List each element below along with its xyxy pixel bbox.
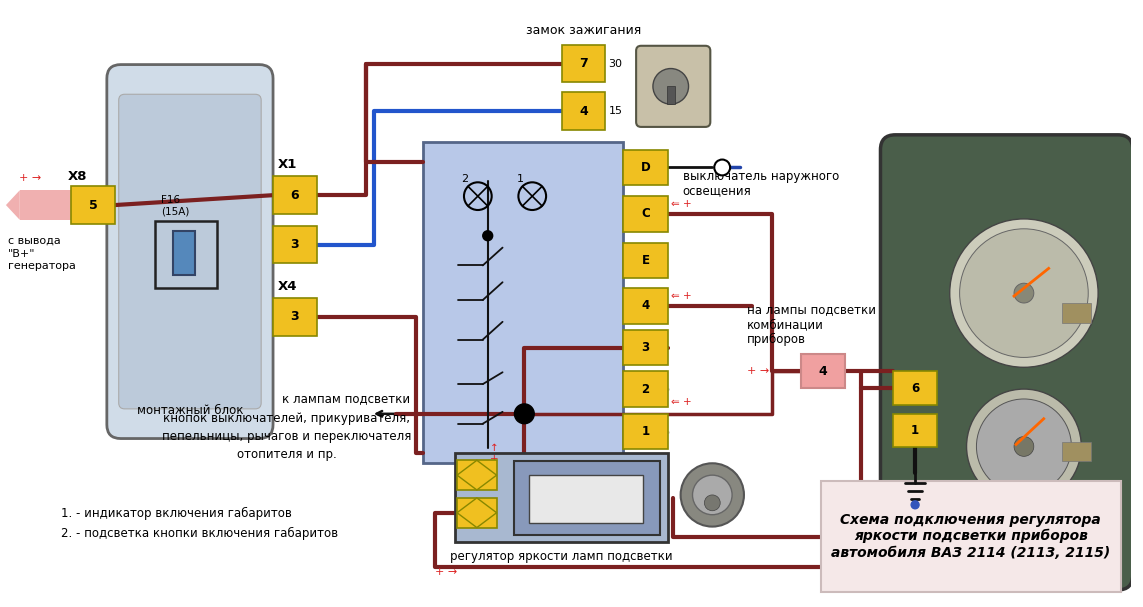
Bar — [1062, 303, 1092, 323]
Bar — [273, 298, 317, 336]
Text: приборов: приборов — [746, 333, 806, 346]
Text: Схема подключения регулятора
яркости подсветки приборов
автомобиля ВАЗ 2114 (211: Схема подключения регулятора яркости под… — [831, 513, 1110, 560]
Text: с вывода: с вывода — [8, 236, 61, 246]
Bar — [71, 186, 114, 224]
Text: 3: 3 — [290, 238, 299, 251]
Circle shape — [911, 501, 919, 509]
Bar — [455, 453, 668, 543]
Text: отопителя и пр.: отопителя и пр. — [237, 448, 337, 461]
Text: 2: 2 — [462, 174, 469, 185]
Text: X8: X8 — [67, 170, 87, 183]
Text: монтажный блок: монтажный блок — [137, 404, 243, 418]
Text: на лампы подсветки: на лампы подсветки — [746, 304, 876, 316]
Circle shape — [967, 389, 1081, 504]
Circle shape — [950, 219, 1098, 367]
Bar — [273, 226, 317, 263]
Text: 1. - индикатор включения габаритов: 1. - индикатор включения габаритов — [62, 507, 293, 520]
Text: 2. - подсветка кнопки включения габаритов: 2. - подсветка кнопки включения габарито… — [62, 527, 338, 540]
FancyBboxPatch shape — [106, 64, 273, 438]
Bar — [173, 231, 195, 276]
Text: F16
(15A): F16 (15A) — [161, 195, 190, 217]
Circle shape — [976, 399, 1071, 494]
Text: + →: + → — [435, 567, 457, 577]
Bar — [801, 354, 845, 388]
Text: 4: 4 — [641, 299, 649, 313]
Text: 4: 4 — [818, 365, 828, 378]
Circle shape — [653, 69, 688, 104]
Circle shape — [693, 475, 732, 515]
Bar — [623, 243, 668, 278]
Text: 5: 5 — [89, 198, 97, 212]
Text: 6: 6 — [290, 189, 299, 202]
Text: "В+": "В+" — [8, 248, 35, 259]
Bar — [821, 481, 1120, 592]
Text: выключатель наружного: выключатель наружного — [682, 170, 839, 183]
Text: 1: 1 — [641, 425, 649, 438]
Text: 3: 3 — [641, 341, 649, 354]
Bar — [562, 45, 606, 83]
Bar — [529, 475, 644, 523]
Bar — [623, 371, 668, 407]
Bar — [623, 330, 668, 365]
Text: ⇐ +: ⇐ + — [671, 397, 692, 407]
Polygon shape — [457, 498, 496, 527]
Text: D: D — [640, 161, 650, 174]
Bar — [666, 86, 674, 104]
Text: + →: + → — [746, 366, 769, 376]
Circle shape — [1014, 283, 1033, 303]
Text: E: E — [641, 254, 649, 267]
Text: кнопок выключателей, прикуривателя,: кнопок выключателей, прикуривателя, — [163, 412, 410, 426]
Bar — [423, 142, 623, 463]
Circle shape — [960, 229, 1088, 358]
Polygon shape — [6, 190, 19, 220]
Text: ⇐ +: ⇐ + — [671, 199, 692, 209]
Text: 30: 30 — [608, 59, 623, 69]
Bar — [623, 414, 668, 449]
Circle shape — [680, 463, 744, 527]
Circle shape — [714, 160, 730, 175]
Text: комбинации: комбинации — [746, 318, 824, 331]
Circle shape — [1014, 436, 1033, 456]
Text: + →: + → — [18, 174, 41, 183]
FancyBboxPatch shape — [119, 94, 261, 409]
Text: регулятор яркости ламп подсветки: регулятор яркости ламп подсветки — [450, 550, 673, 563]
Text: X1: X1 — [278, 158, 297, 171]
FancyBboxPatch shape — [637, 46, 710, 127]
Text: 15: 15 — [608, 106, 623, 116]
Text: генератора: генератора — [8, 262, 75, 271]
Polygon shape — [457, 460, 496, 490]
Text: 6: 6 — [911, 382, 919, 395]
Text: ⇐ +: ⇐ + — [671, 291, 692, 301]
Bar — [623, 150, 668, 185]
Bar — [155, 221, 217, 288]
Text: 1: 1 — [517, 174, 523, 185]
Text: 3: 3 — [290, 310, 299, 324]
Bar — [457, 460, 496, 490]
Text: замок зажигания: замок зажигания — [526, 24, 641, 38]
Bar — [894, 414, 937, 447]
Text: 7: 7 — [580, 57, 588, 70]
Bar — [894, 371, 937, 405]
Circle shape — [704, 495, 720, 510]
Text: к лампам подсветки: к лампам подсветки — [282, 393, 410, 405]
Text: ↑
+: ↑ + — [490, 443, 499, 464]
Bar — [562, 92, 606, 130]
Bar — [19, 190, 71, 220]
Text: 1: 1 — [911, 424, 919, 437]
Bar — [623, 196, 668, 232]
Bar — [457, 498, 496, 527]
Circle shape — [482, 231, 493, 241]
Bar — [514, 461, 660, 535]
Circle shape — [514, 404, 534, 424]
Text: 2: 2 — [641, 382, 649, 396]
Text: X4: X4 — [278, 280, 297, 293]
Text: пепельницы, рычагов и переключателя: пепельницы, рычагов и переключателя — [162, 430, 411, 443]
Bar — [1062, 441, 1092, 461]
Text: 4: 4 — [580, 104, 588, 118]
Bar — [273, 177, 317, 214]
Text: освещения: освещения — [682, 185, 751, 198]
Bar — [623, 288, 668, 324]
FancyBboxPatch shape — [880, 135, 1133, 590]
Text: C: C — [641, 208, 650, 220]
